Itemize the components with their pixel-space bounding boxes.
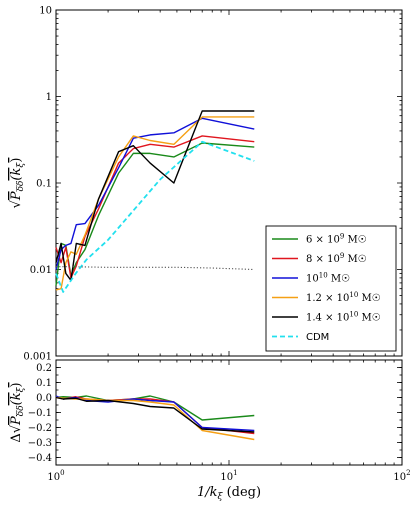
- y-tick-label: −0.3: [28, 438, 52, 449]
- legend-label: 6 × 109 M☉: [306, 233, 367, 246]
- series-line-5: [55, 140, 255, 293]
- series-line-3: [55, 116, 255, 291]
- x-tick-label: 101: [220, 469, 237, 483]
- y-tick-label: −0.4: [28, 453, 52, 464]
- y-tick-label: 0.001: [23, 352, 52, 363]
- y-tick-label: 0.2: [36, 363, 52, 374]
- x-tick-label: 102: [393, 469, 410, 483]
- y-axis-label: √Pδδ(kξ): [9, 158, 26, 209]
- main-panel: 0.001 0.01 0.1 1 10 √Pδδ(kξ) 6 × 109 M☉ 8 × 109…: [9, 6, 403, 363]
- series-line-2: [55, 117, 255, 270]
- residual-line-4: [55, 396, 255, 433]
- legend-label: CDM: [306, 332, 329, 343]
- y-tick-label: 0.01: [30, 265, 52, 276]
- x-axis-label: 1/kξ (deg): [197, 485, 261, 502]
- series-line-1: [55, 135, 255, 279]
- series-line-0: [55, 142, 255, 286]
- y-tick-label: −0.1: [28, 408, 52, 419]
- residual-y-axis-label: Δ√Pδδ(kξ): [9, 382, 26, 442]
- legend-label: 8 × 109 M☉: [306, 252, 367, 265]
- y-tick-label: 1: [46, 92, 52, 103]
- legend-box: [265, 225, 397, 352]
- legend-label: 1010 M☉: [306, 272, 350, 285]
- y-tick-label: 0.0: [36, 393, 52, 404]
- y-tick-label: 10: [39, 6, 52, 17]
- plot-frame: [55, 359, 403, 466]
- series-line-4: [55, 110, 255, 282]
- legend-label: 1.4 × 1010 M☉: [306, 311, 381, 324]
- y-tick-label: 0.1: [36, 179, 52, 190]
- y-tick-label: 0.1: [36, 378, 52, 389]
- series-line-6: [55, 266, 255, 271]
- y-tick-label: −0.2: [28, 423, 52, 434]
- residual-panel: −0.4 −0.3 −0.2 −0.1 0.0 0.1 0.2 100 101 102 1/kξ (…: [9, 359, 411, 502]
- legend-label: 1.2 × 1010 M☉: [306, 291, 381, 304]
- x-tick-label: 100: [47, 469, 64, 483]
